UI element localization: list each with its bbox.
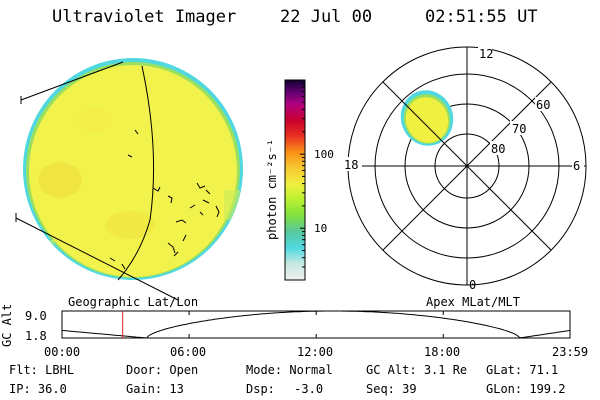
orbit-ytick-max: 9.0: [25, 309, 47, 323]
colorbar-scale: [284, 79, 306, 281]
status-glon: GLon: 199.2: [486, 382, 566, 396]
grid-line-north: [20, 61, 124, 101]
polar-mlt-lines: [348, 47, 586, 285]
orbit-plot-frame: [61, 310, 571, 339]
geographic-caption: Geographic Lat/Lon: [68, 295, 199, 309]
status-glat: GLat: 71.1: [486, 363, 559, 377]
status-mode: Mode: Normal: [246, 363, 333, 377]
orbit-xtick-0: 00:00: [44, 345, 81, 359]
orbit-xtick-1: 06:00: [170, 345, 207, 359]
colorbar-ticks: 100 10: [300, 82, 334, 281]
earth-disk: [15, 58, 243, 301]
status-flt: Flt: LBHL: [9, 363, 75, 377]
status-dsp: Dsp: -3.0: [246, 382, 324, 396]
coastline-fragments: [109, 129, 220, 270]
orbit-xtick-2: 12:00: [297, 345, 334, 359]
geographic-grid-lines: [15, 61, 179, 301]
status-ip: IP: 36.0: [9, 382, 67, 396]
observation-date: 22 Jul 00: [280, 7, 373, 27]
orbit-xtick-3: 18:00: [424, 345, 461, 359]
lat-label-80: 80: [491, 142, 506, 156]
status-gain: Gain: 13: [126, 382, 184, 396]
lat-label-70: 70: [512, 122, 527, 136]
colorbar-tick-label-1: 10: [314, 222, 327, 235]
lat-label-60: 60: [536, 98, 551, 112]
mlt-label-top: 12: [479, 47, 494, 61]
orbit-x-ticks: [61, 311, 571, 338]
status-door: Door: Open: [126, 363, 199, 377]
status-seq: Seq: 39: [366, 382, 417, 396]
instrument-title: Ultraviolet Imager: [52, 7, 237, 27]
grid-line-south: [15, 217, 179, 301]
mlt-label-right: 6: [573, 159, 581, 173]
orbit-xtick-4: 23:59: [552, 345, 589, 359]
apex-caption: Apex MLat/MLT: [426, 295, 520, 309]
colorbar-tick-label-0: 100: [314, 148, 334, 161]
mlt-label-bottom: 0: [469, 278, 477, 292]
mlt-label-left: 18: [344, 158, 359, 172]
grid-meridian: [117, 65, 155, 281]
orbit-ylabel: GC Alt: [0, 303, 14, 347]
dayglow-blob: [405, 97, 449, 143]
orbit-ytick-min: 1.8: [25, 329, 47, 343]
status-gc-alt: GC Alt: 3.1 Re: [366, 363, 468, 377]
orbit-altitude-curve: [61, 310, 571, 339]
observation-time: 02:51:55 UT: [425, 7, 538, 27]
